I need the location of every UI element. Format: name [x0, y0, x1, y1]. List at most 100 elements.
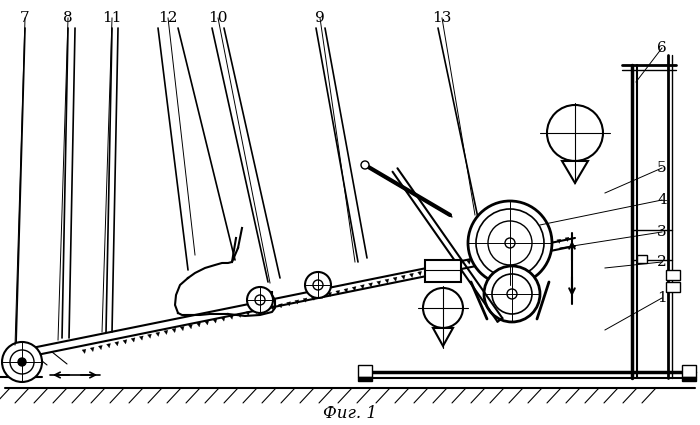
Circle shape: [247, 287, 273, 313]
Polygon shape: [180, 326, 184, 331]
Polygon shape: [360, 285, 364, 289]
Polygon shape: [467, 260, 470, 264]
Polygon shape: [197, 323, 200, 327]
Text: 6: 6: [657, 41, 667, 55]
Circle shape: [547, 105, 603, 161]
Bar: [637, 255, 647, 263]
Polygon shape: [246, 311, 250, 315]
Circle shape: [255, 295, 265, 305]
Text: 9: 9: [315, 11, 325, 25]
Circle shape: [305, 272, 331, 298]
Polygon shape: [491, 254, 495, 258]
Circle shape: [18, 358, 26, 366]
Circle shape: [2, 342, 42, 382]
Polygon shape: [393, 277, 397, 281]
Text: 2: 2: [657, 255, 667, 269]
Polygon shape: [303, 298, 307, 302]
Polygon shape: [483, 256, 487, 261]
Bar: [358, 377, 372, 381]
Circle shape: [484, 266, 540, 322]
Circle shape: [492, 274, 532, 314]
Text: 7: 7: [20, 11, 30, 25]
Text: 5: 5: [657, 161, 667, 175]
Polygon shape: [205, 321, 209, 325]
Circle shape: [423, 288, 463, 328]
Polygon shape: [540, 243, 545, 247]
Polygon shape: [82, 349, 86, 354]
Polygon shape: [508, 250, 512, 255]
Polygon shape: [319, 294, 323, 298]
Polygon shape: [352, 286, 356, 291]
Polygon shape: [562, 161, 588, 183]
Polygon shape: [172, 328, 176, 333]
Polygon shape: [401, 275, 405, 280]
Bar: [682, 365, 696, 377]
Polygon shape: [368, 283, 372, 287]
Polygon shape: [312, 296, 315, 300]
Polygon shape: [556, 239, 561, 244]
Polygon shape: [475, 258, 479, 262]
Polygon shape: [377, 281, 381, 285]
Polygon shape: [279, 303, 282, 308]
Polygon shape: [344, 289, 348, 293]
Text: Фиг. 1: Фиг. 1: [323, 405, 377, 422]
Bar: [666, 270, 680, 280]
Polygon shape: [328, 292, 332, 297]
Polygon shape: [221, 317, 225, 321]
Polygon shape: [532, 245, 536, 249]
Polygon shape: [426, 269, 430, 274]
Polygon shape: [450, 264, 454, 268]
Polygon shape: [458, 262, 463, 266]
Polygon shape: [123, 340, 127, 344]
Text: 10: 10: [209, 11, 228, 25]
Polygon shape: [410, 273, 414, 278]
Circle shape: [488, 221, 532, 265]
Polygon shape: [385, 279, 389, 283]
Polygon shape: [287, 302, 290, 306]
Polygon shape: [115, 342, 119, 346]
Circle shape: [468, 201, 552, 285]
Polygon shape: [262, 307, 266, 312]
Polygon shape: [433, 328, 453, 346]
Polygon shape: [516, 249, 520, 253]
Polygon shape: [442, 266, 446, 270]
Polygon shape: [336, 290, 340, 295]
Polygon shape: [139, 336, 144, 340]
Bar: [358, 365, 372, 377]
Text: 3: 3: [657, 225, 667, 239]
Text: 12: 12: [158, 11, 178, 25]
Circle shape: [313, 280, 323, 290]
Polygon shape: [213, 319, 217, 323]
Text: 11: 11: [102, 11, 122, 25]
Polygon shape: [434, 268, 438, 272]
Circle shape: [361, 161, 369, 169]
Text: 8: 8: [63, 11, 73, 25]
Polygon shape: [131, 338, 135, 342]
Text: 13: 13: [433, 11, 452, 25]
Polygon shape: [254, 309, 258, 314]
Polygon shape: [155, 332, 160, 337]
Circle shape: [10, 350, 34, 374]
Bar: [666, 282, 680, 292]
Polygon shape: [418, 271, 421, 276]
Text: 4: 4: [657, 193, 667, 207]
Polygon shape: [230, 315, 233, 319]
Bar: [682, 377, 696, 381]
Polygon shape: [148, 334, 151, 338]
Polygon shape: [500, 252, 503, 257]
Polygon shape: [549, 241, 552, 245]
Polygon shape: [164, 330, 168, 334]
Bar: [425, 260, 461, 282]
Polygon shape: [295, 300, 299, 304]
Circle shape: [505, 238, 515, 248]
Polygon shape: [524, 246, 528, 251]
Polygon shape: [188, 325, 193, 329]
Polygon shape: [270, 306, 274, 310]
Polygon shape: [99, 346, 102, 350]
Text: 1: 1: [657, 291, 667, 305]
Polygon shape: [90, 347, 94, 351]
Polygon shape: [106, 343, 111, 348]
Polygon shape: [237, 313, 241, 317]
Polygon shape: [565, 237, 569, 241]
Circle shape: [476, 209, 544, 277]
